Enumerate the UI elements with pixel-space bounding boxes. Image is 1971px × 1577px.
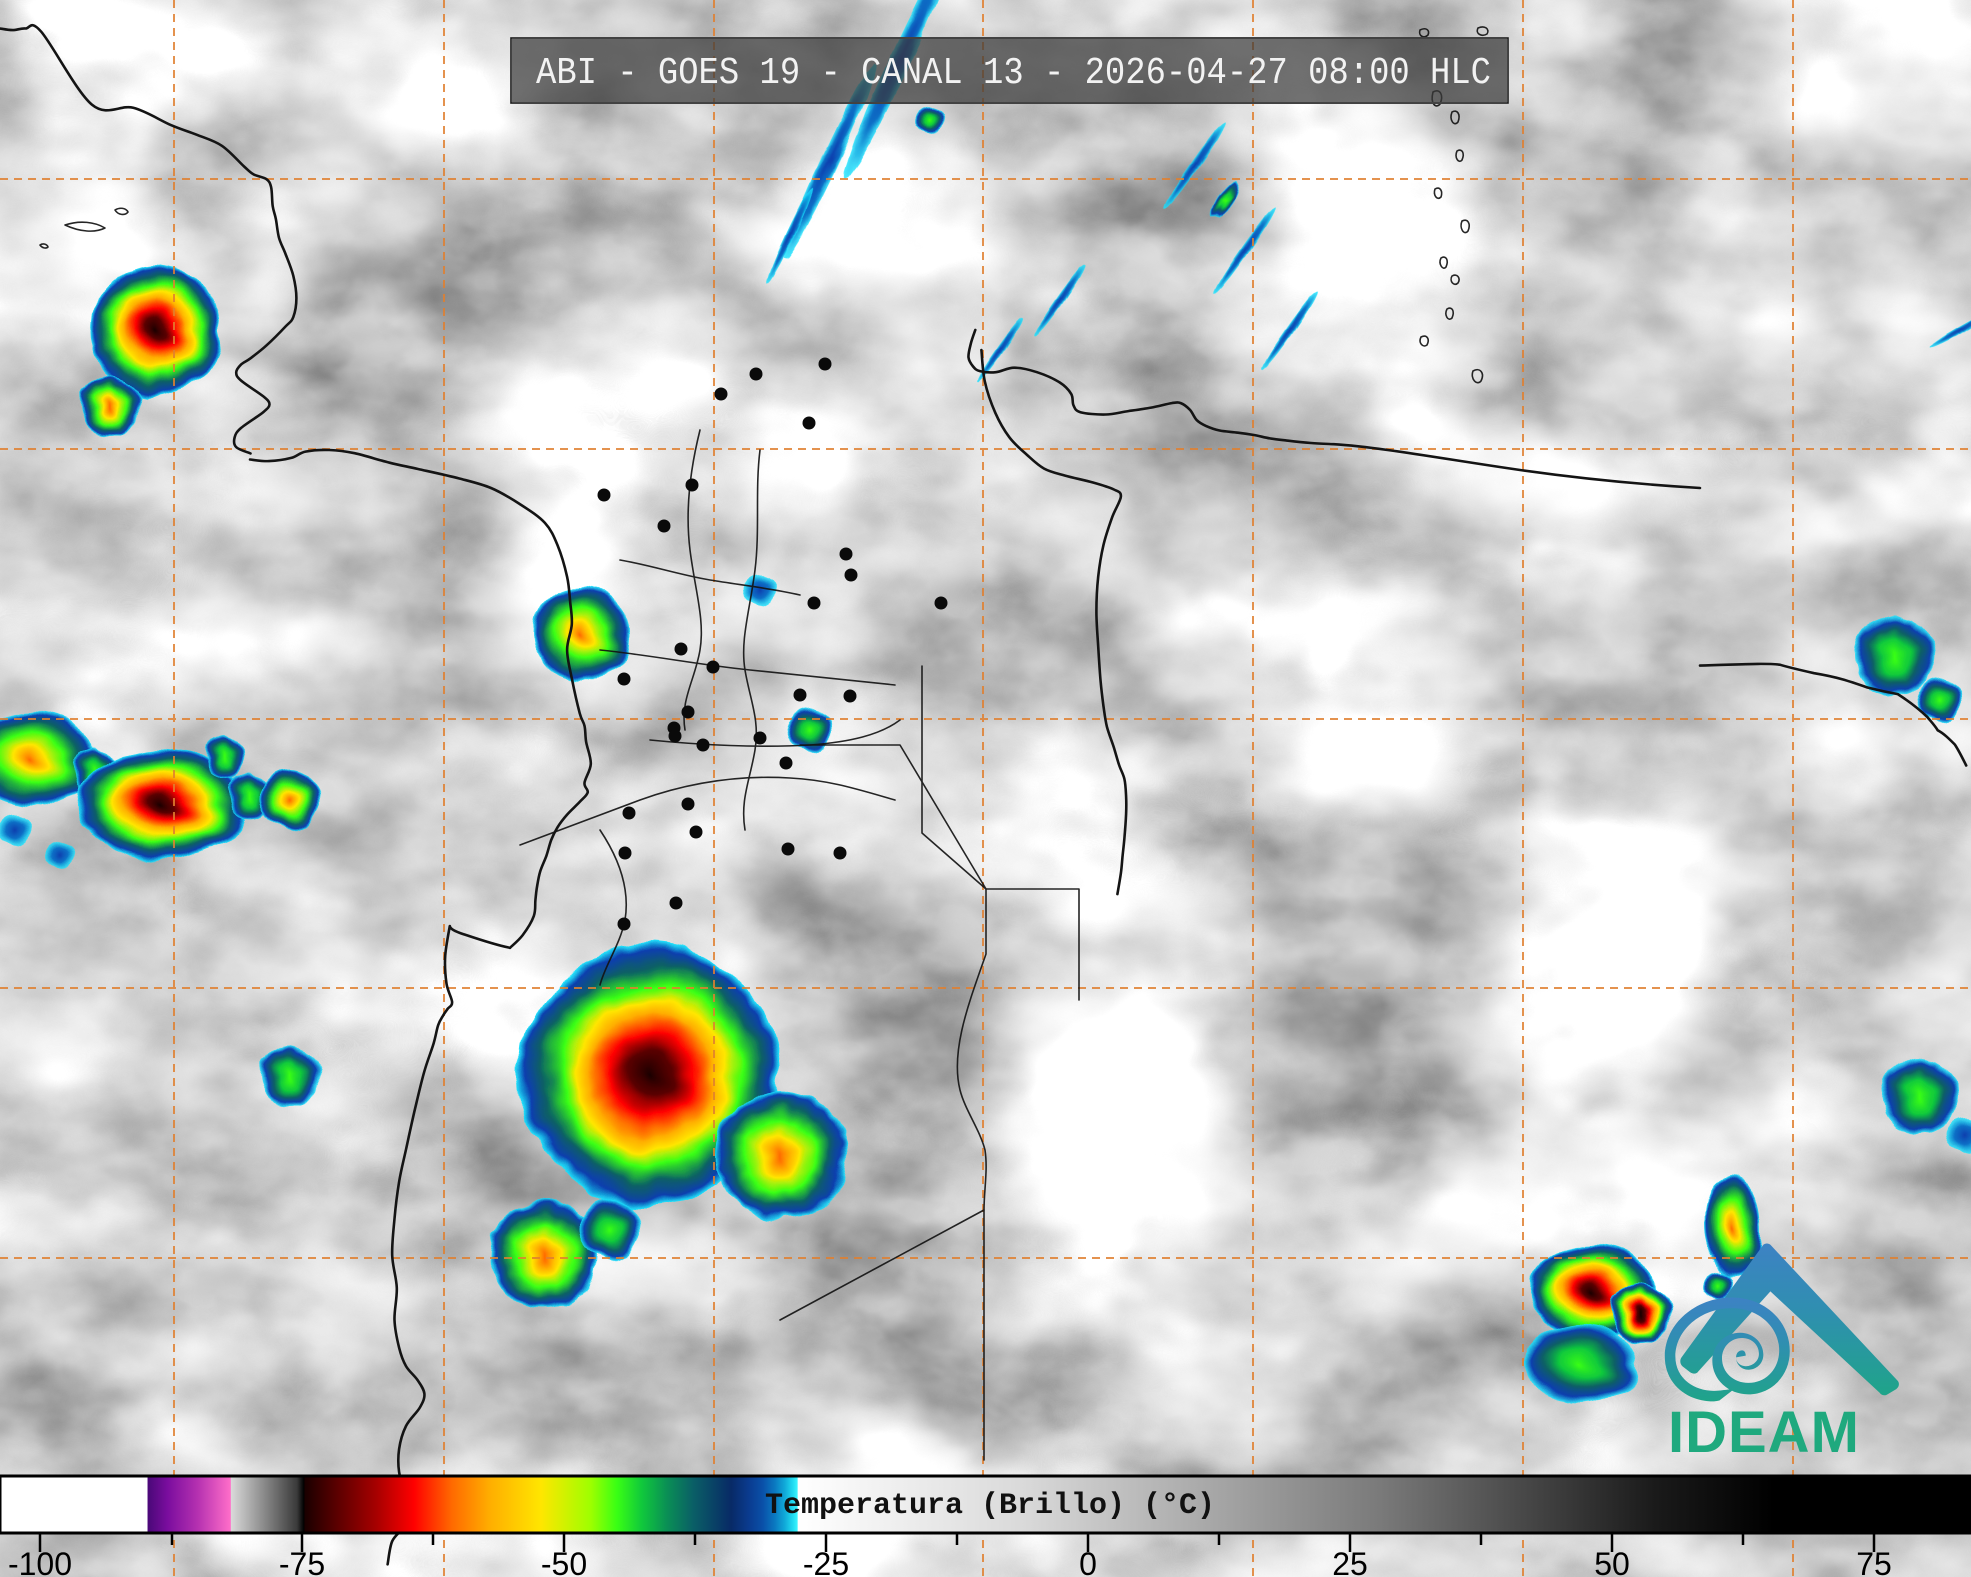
svg-text:ABI - GOES 19 - CANAL 13 - 202: ABI - GOES 19 - CANAL 13 - 2026-04-27 08… bbox=[536, 52, 1491, 95]
svg-text:50: 50 bbox=[1594, 1546, 1630, 1577]
svg-text:75: 75 bbox=[1856, 1546, 1892, 1577]
svg-text:-100: -100 bbox=[8, 1546, 72, 1577]
svg-text:Temperatura (Brillo) (°C): Temperatura (Brillo) (°C) bbox=[765, 1489, 1215, 1523]
svg-text:-75: -75 bbox=[279, 1546, 325, 1577]
svg-text:-25: -25 bbox=[803, 1546, 849, 1577]
svg-text:IDEAM: IDEAM bbox=[1668, 1400, 1860, 1465]
svg-text:0: 0 bbox=[1079, 1546, 1097, 1577]
svg-text:25: 25 bbox=[1332, 1546, 1368, 1577]
svg-text:-50: -50 bbox=[541, 1546, 587, 1577]
